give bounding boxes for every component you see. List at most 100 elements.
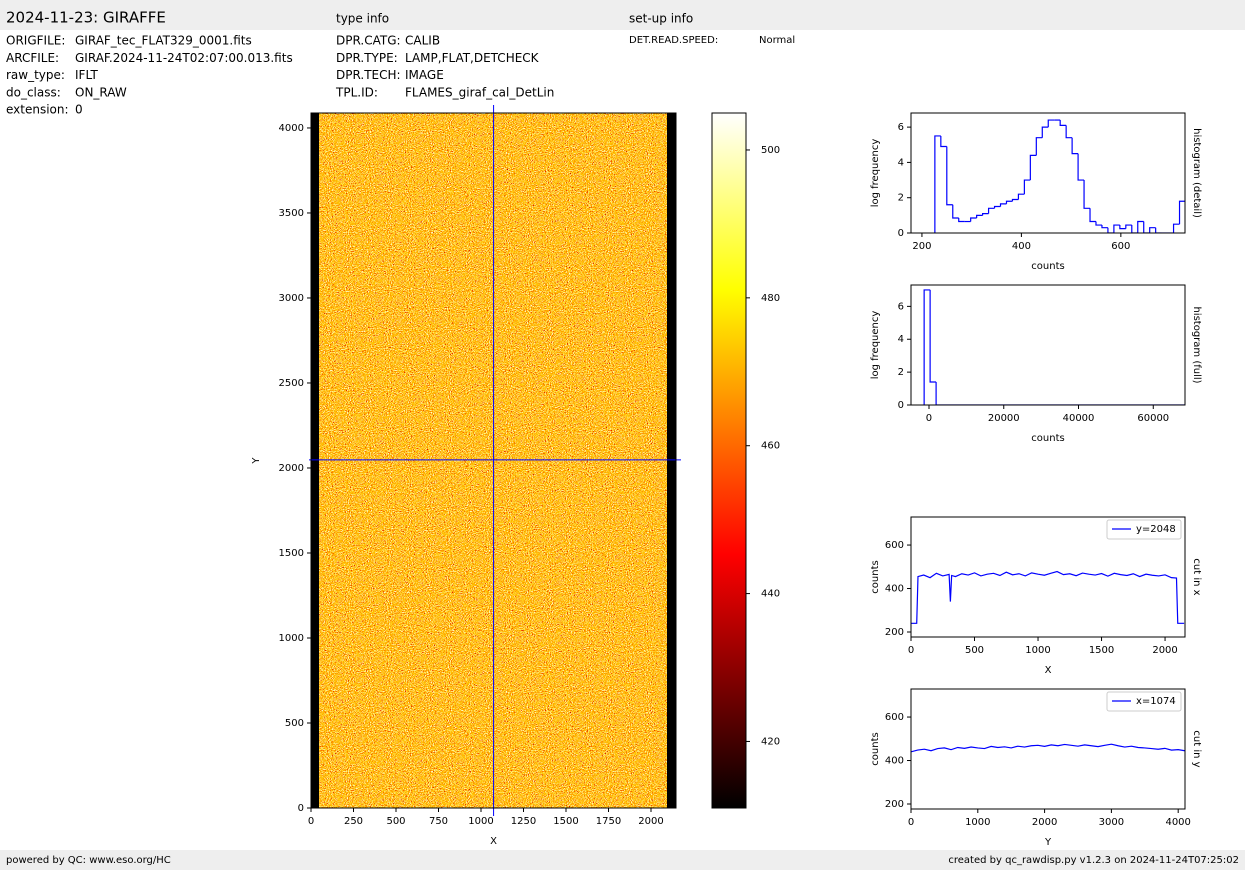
- y-tick-label: 2: [898, 367, 904, 378]
- field-key: DET.READ.SPEED:: [629, 35, 718, 46]
- x-tick-label: 750: [429, 816, 448, 827]
- x-axis-label: counts: [1031, 261, 1064, 272]
- field-value: CALIB: [405, 34, 440, 48]
- side-label: histogram (detail): [1191, 128, 1202, 218]
- y-axis-label: counts: [870, 560, 881, 593]
- histogram-step: [958, 218, 965, 223]
- y-axis-label: log frequency: [870, 139, 881, 208]
- x-tick-label: 1750: [596, 816, 621, 827]
- y-tick-label: 600: [885, 712, 904, 723]
- histogram-step: [952, 204, 959, 219]
- histogram-step: [1155, 227, 1162, 233]
- y-tick-label: 600: [885, 540, 904, 551]
- x-tick-label: 0: [908, 817, 914, 828]
- type-heading: type info: [336, 12, 389, 26]
- histogram-step: [1119, 225, 1126, 230]
- colorbar-tick-label: 480: [761, 293, 780, 304]
- x-tick-label: 1000: [965, 817, 990, 828]
- histogram-step: [982, 212, 989, 216]
- histogram-step: [1143, 221, 1150, 233]
- histogram-step: [993, 205, 1001, 209]
- x-tick-label: 1500: [553, 816, 578, 827]
- side-label: cut in y: [1191, 730, 1202, 767]
- histogram-step: [929, 289, 937, 383]
- x-tick-label: 60000: [1137, 413, 1169, 424]
- legend-label: x=1074: [1136, 696, 1176, 707]
- y-tick-label: 2500: [279, 378, 304, 389]
- axes-frame: [910, 516, 1186, 638]
- histogram-step: [1172, 223, 1180, 233]
- histogram-step: [1059, 120, 1067, 126]
- y-axis-label: counts: [870, 732, 881, 765]
- y-tick-label: 1500: [279, 548, 304, 559]
- field-key: DPR.TYPE:: [336, 51, 398, 65]
- x-tick-label: 3000: [1099, 817, 1124, 828]
- x-tick-label: 20000: [988, 413, 1020, 424]
- histogram-step: [1107, 227, 1114, 233]
- x-tick-label: 0: [908, 645, 914, 656]
- field-key: raw_type:: [6, 68, 65, 82]
- x-tick-label: 2000: [638, 816, 663, 827]
- field-key: extension:: [6, 103, 69, 117]
- histogram-step: [1178, 200, 1185, 233]
- y-tick-label: 400: [885, 584, 904, 595]
- y-tick-label: 2: [898, 193, 904, 204]
- histogram-step: [1047, 119, 1055, 128]
- y-tick-label: 500: [285, 718, 304, 729]
- field-value: Normal: [759, 35, 795, 46]
- x-tick-label: 2000: [1032, 817, 1057, 828]
- y-tick-label: 3500: [279, 208, 304, 219]
- legend-box: [1106, 519, 1182, 540]
- histogram-step: [1125, 224, 1132, 229]
- histogram-step: [1149, 227, 1156, 233]
- field-value: GIRAF_tec_FLAT329_0001.fits: [75, 34, 252, 48]
- side-label: cut in x: [1191, 558, 1202, 595]
- setup-heading: set-up info: [629, 12, 693, 26]
- x-tick-label: 4000: [1165, 817, 1190, 828]
- x-tick-label: 500: [386, 816, 405, 827]
- field-key: do_class:: [6, 85, 61, 99]
- x-tick-label: 0: [308, 816, 314, 827]
- histogram-step: [1017, 193, 1025, 200]
- histogram: [923, 289, 1185, 405]
- field-key: DPR.TECH:: [336, 68, 401, 82]
- y-tick-label: 2000: [279, 463, 304, 474]
- histogram-step: [923, 289, 931, 405]
- field-key: DPR.CATG:: [336, 34, 401, 48]
- x-tick-label: 1000: [468, 816, 493, 827]
- histogram-step: [1065, 125, 1073, 139]
- y-tick-label: 4: [898, 334, 904, 345]
- image-pixels: [319, 113, 667, 808]
- histogram-step: [1011, 198, 1019, 202]
- histogram-step: [1005, 200, 1013, 204]
- y-axis-label: log frequency: [870, 311, 881, 380]
- x-tick-label: 1250: [511, 816, 536, 827]
- histogram-step: [1035, 137, 1043, 156]
- axes-frame: [910, 284, 1186, 406]
- axes-frame: [310, 112, 677, 809]
- colorbar: [711, 112, 747, 809]
- field-value: IMAGE: [405, 68, 444, 82]
- histogram-step: [1095, 221, 1102, 226]
- y-tick-label: 6: [898, 301, 904, 312]
- x-axis-label: Y: [1044, 837, 1052, 848]
- y-tick-label: 200: [885, 799, 904, 810]
- footer-band: [0, 850, 1245, 870]
- series-line: [911, 570, 1185, 624]
- x-tick-label: 250: [344, 816, 363, 827]
- histogram-step: [999, 203, 1007, 207]
- histogram-step: [1041, 126, 1049, 138]
- y-axis-label: Y: [251, 457, 262, 465]
- histogram-step: [976, 214, 983, 218]
- histogram-step: [1137, 220, 1144, 233]
- field-value: LAMP,FLAT,DETCHECK: [405, 51, 540, 65]
- y-tick-label: 4000: [279, 123, 304, 134]
- field-value: GIRAF.2024-11-24T02:07:00.013.fits: [75, 51, 293, 65]
- lines: [911, 743, 1185, 753]
- x-axis-label: counts: [1031, 433, 1064, 444]
- field-value: FLAMES_giraf_cal_DetLin: [405, 85, 554, 99]
- colorbar-tick-label: 420: [761, 736, 780, 747]
- histogram-step: [946, 146, 953, 206]
- histogram-step: [1083, 180, 1091, 209]
